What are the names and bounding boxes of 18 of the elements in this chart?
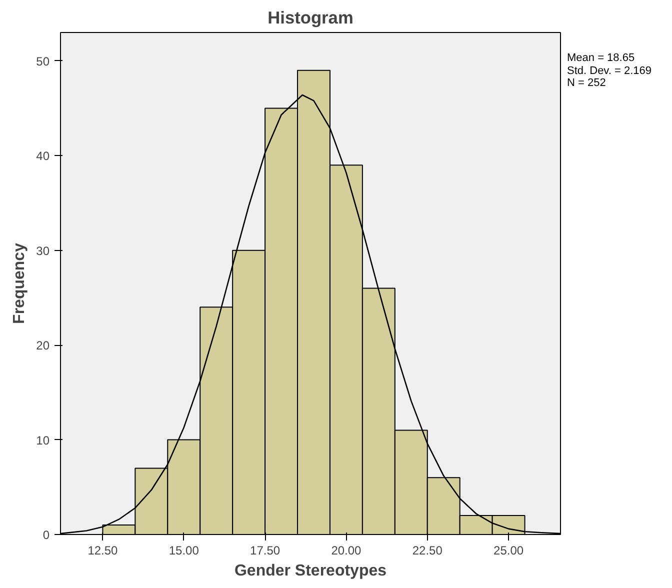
y-axis-title: Frequency xyxy=(11,242,28,324)
chart-title: Histogram xyxy=(268,8,354,28)
y-tick-label: 10 xyxy=(36,433,50,448)
y-tick-label: 0 xyxy=(42,528,50,542)
x-tick-label: 20.00 xyxy=(331,544,362,558)
y-tick-label: 40 xyxy=(36,149,50,164)
text: Std. Dev. = 2.169 xyxy=(567,64,652,77)
text: N = 252 xyxy=(567,77,606,90)
text: Mean = 18.65 xyxy=(567,52,635,64)
x-tick-label: 15.00 xyxy=(168,544,200,558)
x-axis-title: Gender Stereotypes xyxy=(234,562,387,580)
y-tick-label: 30 xyxy=(36,244,50,258)
x-tick-label: 25.00 xyxy=(494,544,524,558)
x-tick-label: 17.50 xyxy=(250,544,280,558)
y-tick-label: 20 xyxy=(36,338,50,353)
x-tick-label: 22.50 xyxy=(412,544,443,558)
y-tick-label: 50 xyxy=(36,54,50,68)
x-tick-label: 12.50 xyxy=(88,544,118,558)
